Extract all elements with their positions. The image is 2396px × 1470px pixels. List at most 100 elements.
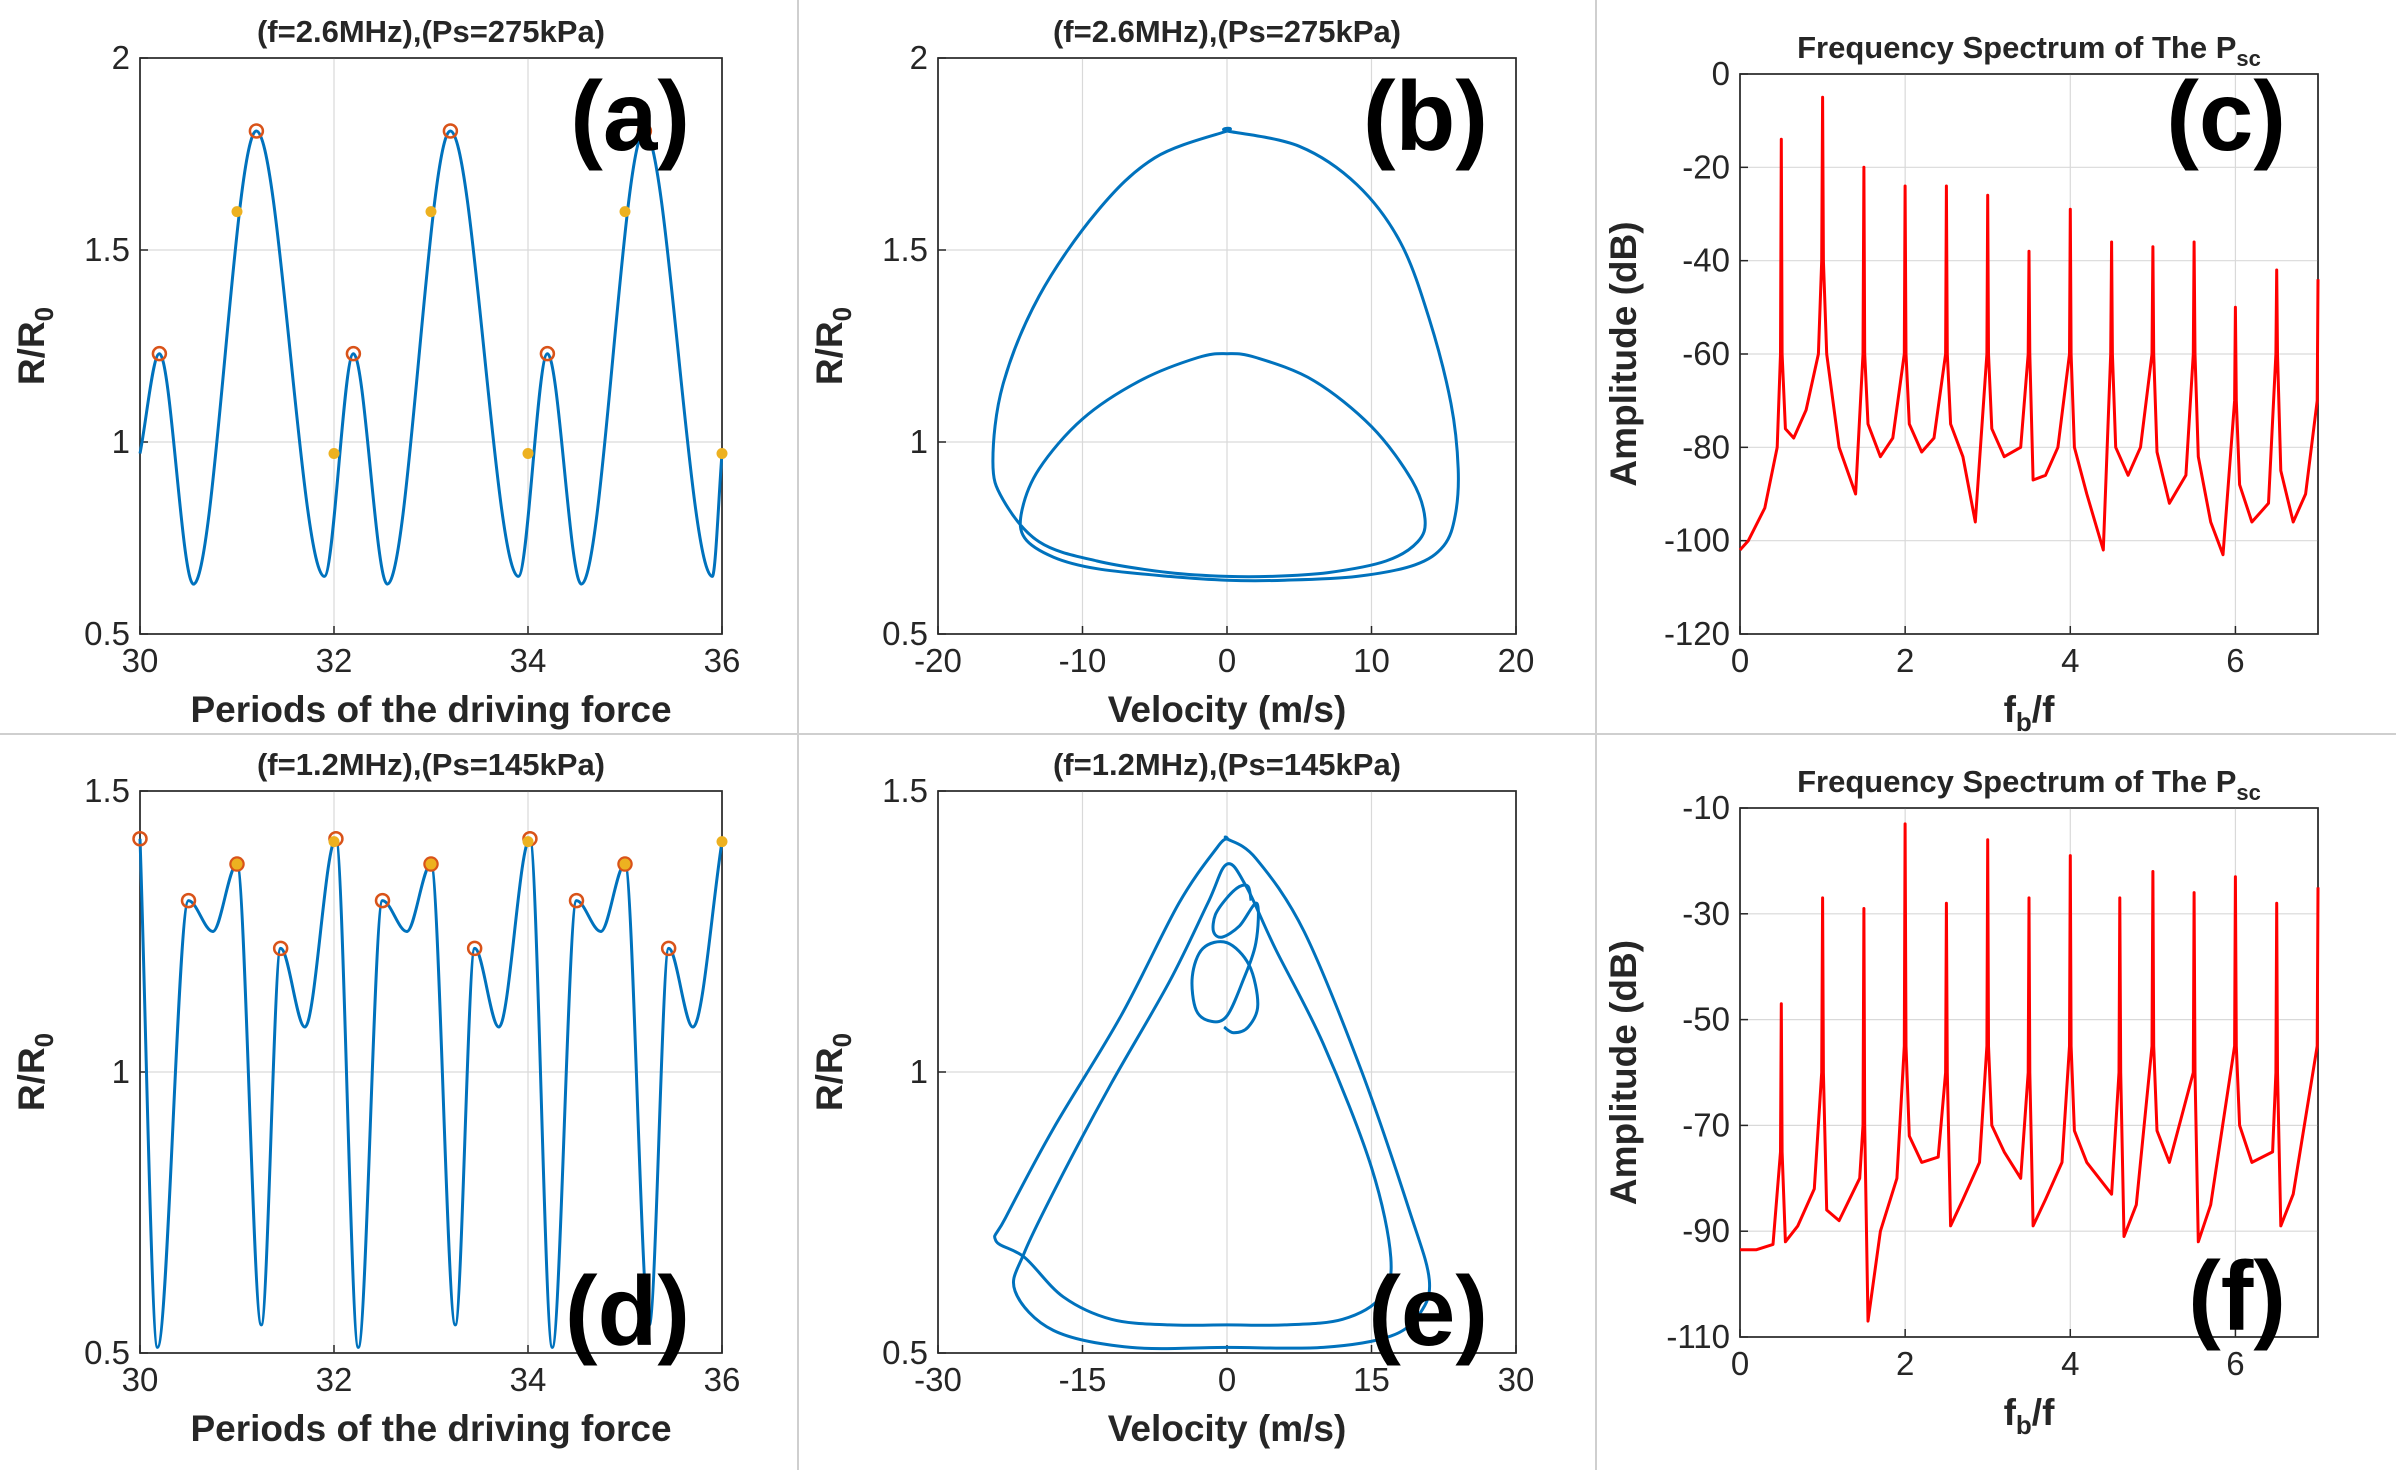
- x-tick-label-b: 20: [1498, 642, 1535, 679]
- x-tick-label-e: 30: [1498, 1361, 1535, 1398]
- maximum-marker-d: [374, 892, 391, 909]
- poincare-marker-a: [522, 448, 534, 460]
- chart-title-b: (f=2.6MHz),(Ps=275kPa): [1053, 14, 1401, 49]
- maximum-marker-d: [617, 856, 633, 872]
- y-tick-label-f: -10: [1682, 789, 1730, 826]
- y-tick-label-c: -120: [1664, 615, 1730, 652]
- chart-panel-c: 0 2 4 6 -120 -100 -80 -60 -40 -20 0 Frequency Spect…: [1603, 30, 2320, 737]
- y-tick-label-b: 2: [910, 39, 928, 76]
- series-line-b-0: [991, 126, 1460, 583]
- y-tick-label-b: 1.5: [882, 231, 928, 268]
- y-axis-label-subscript-a: 0: [29, 307, 59, 321]
- x-tick-label-a: 36: [704, 642, 741, 679]
- x-tick-label-d: 36: [704, 1361, 741, 1398]
- y-tick-label-c: -100: [1664, 522, 1730, 559]
- chart-panel-b: -20 -10 0 10 20 0.5 1 1.5 2 (f=2.6MHz),(Ps=275kPa…: [809, 14, 1535, 730]
- y-tick-label-c: -40: [1682, 242, 1730, 279]
- y-axis-label-subscript-e: 0: [827, 1033, 857, 1047]
- x-tick-label-c: 4: [2061, 642, 2079, 679]
- panel-tag-f: (f): [2188, 1241, 2286, 1351]
- poincare-marker-d: [231, 858, 243, 870]
- panel-tag-e: (e): [1368, 1256, 1488, 1366]
- plot-border-a: [139, 57, 723, 635]
- x-tick-label-a: 32: [316, 642, 353, 679]
- x-tick-label-e: -15: [1059, 1361, 1107, 1398]
- plot-border-b: [937, 57, 1517, 635]
- y-tick-label-f: -110: [1666, 1318, 1730, 1355]
- y-tick-label-a: 1.5: [84, 231, 130, 268]
- plot-border-d: [139, 790, 723, 1354]
- x-tick-label-a: 34: [510, 642, 547, 679]
- y-tick-label-e: 1: [910, 1053, 928, 1090]
- chart-title-subscript-c: sc: [2236, 46, 2260, 71]
- y-tick-label-d: 0.5: [84, 1334, 130, 1371]
- x-tick-label-f: 4: [2061, 1345, 2079, 1382]
- x-tick-label-c: 2: [1896, 642, 1914, 679]
- x-tick-label-f: 2: [1896, 1345, 1914, 1382]
- x-tick-label-b: -10: [1059, 642, 1107, 679]
- y-axis-label-subscript-b: 0: [827, 307, 857, 321]
- x-tick-label-b: -20: [914, 642, 962, 679]
- panel-tag-c: (c): [2166, 61, 2286, 171]
- y-axis-label-e: R/R0: [809, 1033, 857, 1111]
- plot-border-f: [1739, 807, 2319, 1338]
- y-axis-label-subscript-d: 0: [29, 1033, 59, 1047]
- x-axis-label-subscript-f: b: [2016, 1410, 2032, 1440]
- x-tick-label-e: -30: [914, 1361, 962, 1398]
- divider-vertical-1: [797, 0, 799, 1470]
- poincare-marker-a: [231, 206, 243, 218]
- chart-title-e: (f=1.2MHz),(Ps=145kPa): [1053, 747, 1401, 782]
- x-tick-label-f: 0: [1731, 1345, 1749, 1382]
- y-tick-label-c: -60: [1682, 335, 1730, 372]
- maximum-marker-d: [229, 856, 245, 872]
- y-axis-label-f: Amplitude (dB): [1603, 940, 1644, 1205]
- x-tick-label-b: 0: [1218, 642, 1236, 679]
- maximum-marker-d: [272, 940, 289, 957]
- chart-title-subscript-f: sc: [2236, 780, 2260, 805]
- x-axis-label-e: Velocity (m/s): [1108, 1408, 1347, 1449]
- chart-title-a: (f=2.6MHz),(Ps=275kPa): [257, 14, 605, 49]
- x-axis-label-b: Velocity (m/s): [1108, 689, 1347, 730]
- maximum-marker-a: [248, 123, 265, 139]
- maximum-marker-a: [345, 345, 362, 362]
- series-line-c-0: [1738, 95, 2320, 557]
- y-tick-label-c: -20: [1682, 148, 1730, 185]
- maximum-marker-d: [466, 940, 483, 957]
- chart-panel-a: 30 32 34 36 0.5 1 1.5 2 (f=2.6MHz),(Ps=275kPa) Pe…: [11, 14, 741, 730]
- panel-tag-a: (a): [570, 61, 690, 171]
- y-axis-label-a: R/R0: [11, 307, 59, 385]
- y-tick-label-e: 1.5: [882, 772, 928, 809]
- maximum-marker-a: [636, 123, 653, 139]
- poincare-marker-d: [619, 858, 631, 870]
- poincare-marker-d: [522, 836, 534, 848]
- maximum-marker-d: [132, 831, 148, 847]
- y-tick-label-f: -30: [1682, 895, 1730, 932]
- maximum-marker-d: [180, 892, 197, 909]
- maximum-marker-a: [442, 123, 459, 139]
- y-tick-label-b: 0.5: [882, 615, 928, 652]
- y-tick-label-c: 0: [1712, 55, 1730, 92]
- series-line-f-0: [1740, 822, 2320, 1323]
- y-axis-label-b: R/R0: [809, 307, 857, 385]
- y-tick-label-a: 0.5: [84, 615, 130, 652]
- chart-title-f: Frequency Spectrum of The Psc: [1797, 764, 2261, 805]
- chart-panel-e: -30 -15 0 15 30 0.5 1 1.5 (f=1.2MHz),(Ps=145kPa)…: [809, 747, 1535, 1449]
- series-line-e-0: [993, 835, 1432, 1351]
- x-axis-label-tail-f: /f: [2032, 1392, 2055, 1433]
- x-tick-label-d: 32: [316, 1361, 353, 1398]
- x-tick-label-a: 30: [122, 642, 159, 679]
- y-axis-label-c: Amplitude (dB): [1603, 221, 1644, 486]
- x-axis-label-d: Periods of the driving force: [190, 1408, 671, 1449]
- panel-tag-b: (b): [1363, 61, 1488, 171]
- x-axis-label-f: fb/f: [2004, 1392, 2055, 1440]
- chart-title-d: (f=1.2MHz),(Ps=145kPa): [257, 747, 605, 782]
- poincare-marker-a: [619, 206, 631, 218]
- chart-panel-f: 0 2 4 6 -110 -90 -70 -50 -30 -10 Frequency Spectru…: [1603, 764, 2320, 1440]
- y-axis-label-d: R/R0: [11, 1033, 59, 1111]
- y-tick-label-f: -70: [1682, 1106, 1730, 1143]
- y-tick-label-f: -90: [1682, 1212, 1730, 1249]
- x-tick-label-d: 34: [510, 1361, 547, 1398]
- poincare-marker-a: [425, 206, 437, 218]
- x-tick-label-d: 30: [122, 1361, 159, 1398]
- divider-horizontal: [0, 733, 2396, 735]
